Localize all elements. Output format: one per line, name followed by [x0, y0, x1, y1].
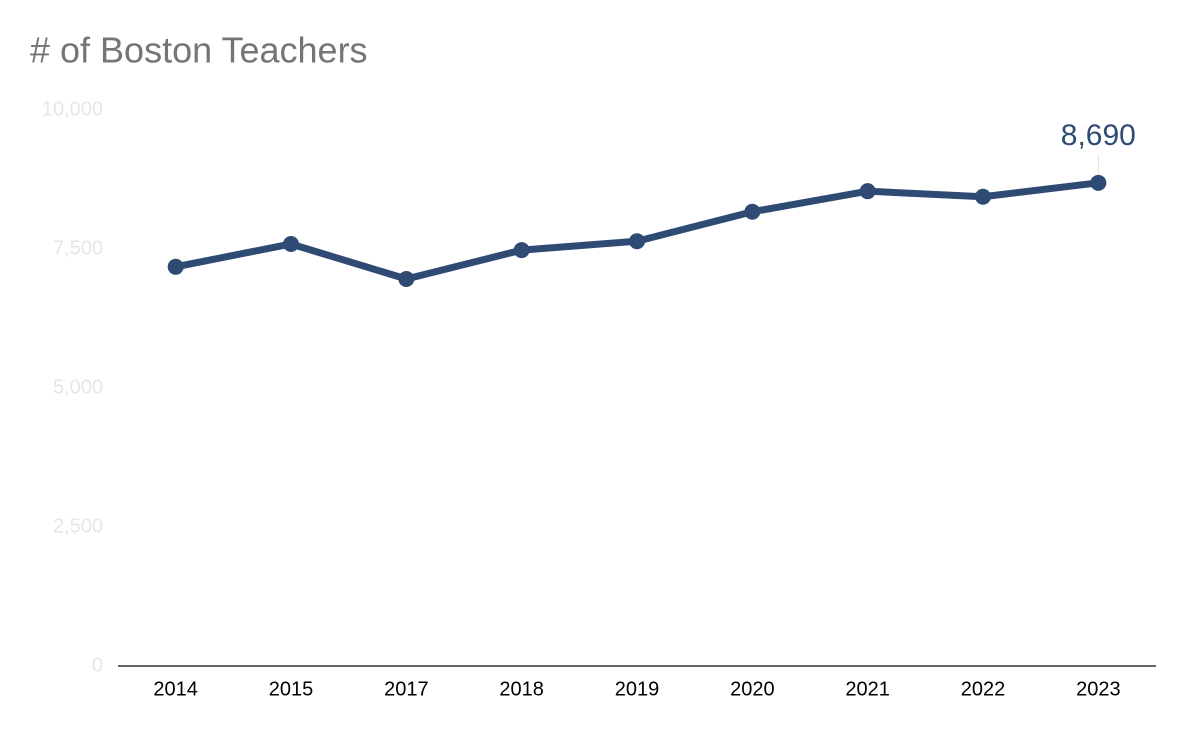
- x-tick-label: 2017: [384, 678, 429, 700]
- x-tick-label: 2014: [153, 678, 198, 700]
- data-label: 8,690: [1061, 119, 1136, 152]
- chart-title: # of Boston Teachers: [30, 30, 368, 71]
- x-tick-label: 2018: [499, 678, 544, 700]
- point: [629, 233, 645, 250]
- y-tick-label: 7,500: [53, 237, 103, 259]
- x-tick-label: 2021: [845, 678, 890, 700]
- point: [283, 235, 299, 252]
- x-tick-label: 2019: [615, 678, 660, 700]
- y-tick-label: 2,500: [53, 515, 103, 537]
- x-tick-label: 2023: [1076, 678, 1121, 700]
- x-tick-label: 2015: [269, 678, 314, 700]
- point: [1090, 174, 1107, 191]
- point: [398, 271, 415, 288]
- point: [859, 183, 876, 200]
- point: [167, 258, 184, 275]
- y-tick-label: 10,000: [42, 98, 103, 120]
- series-line: [174, 179, 1099, 283]
- x-tick-label: 2020: [730, 678, 775, 700]
- point: [513, 242, 530, 259]
- y-tick-label: 0: [92, 654, 103, 676]
- x-tick-label: 2022: [961, 678, 1006, 700]
- point: [975, 188, 991, 205]
- point: [744, 203, 761, 220]
- y-tick-label: 5,000: [53, 376, 103, 398]
